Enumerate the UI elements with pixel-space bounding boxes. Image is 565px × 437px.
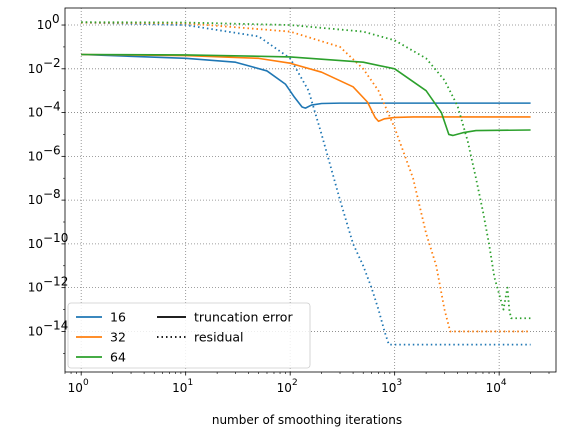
plot-frame — [64, 7, 557, 373]
x-tick-exponent: 0 — [83, 378, 89, 388]
y-tick-exponent: −14 — [43, 318, 68, 332]
series-32-truncation-error-line — [81, 53, 531, 123]
y-tick-exponent: 0 — [52, 12, 60, 26]
x-tick-exponent: 3 — [396, 378, 402, 388]
legend-label-dotted: residual — [194, 330, 244, 345]
series-64-truncation-error-line — [81, 53, 531, 137]
series-16-residual-line — [81, 21, 531, 346]
series-layer — [81, 21, 531, 346]
y-tick-label: 10 — [28, 62, 43, 76]
x-tick-exponent: 4 — [501, 378, 507, 388]
legend-label-64: 64 — [110, 350, 126, 365]
x-tick-label: 101 — [172, 378, 193, 395]
y-tick-exponent: −6 — [43, 143, 61, 157]
x-tick-exponent: 2 — [292, 378, 298, 388]
y-tick-label: 10 — [37, 18, 52, 32]
y-tick-exponent: −10 — [43, 231, 68, 245]
legend-label-32: 32 — [110, 330, 126, 345]
y-tick-label: 10 — [28, 281, 43, 295]
legend: 16 32 64 truncation error residual — [67, 302, 311, 369]
series-16-truncation-error-line — [81, 53, 531, 109]
x-tick-label: 104 — [486, 378, 507, 395]
y-tick-label: 10 — [28, 237, 43, 251]
legend-label-solid: truncation error — [194, 310, 293, 325]
x-tick-label: 102 — [277, 378, 298, 395]
legend-box — [67, 302, 311, 369]
y-tick-label: 10 — [28, 106, 43, 120]
y-tick-exponent: −12 — [43, 275, 68, 289]
x-tick-label: 100 — [68, 378, 89, 395]
y-tick-exponent: −4 — [43, 100, 61, 114]
x-tick-label: 103 — [381, 378, 402, 395]
x-axis-label: number of smoothing iterations — [212, 413, 402, 427]
x-axis: 100 101 102 103 104 — [64, 372, 550, 395]
y-tick-label: 10 — [28, 193, 43, 207]
series-64-residual-line — [81, 21, 531, 320]
series-32-residual-line — [81, 21, 531, 333]
x-tick-exponent: 1 — [187, 378, 193, 388]
legend-label-16: 16 — [110, 310, 126, 325]
y-tick-label: 10 — [28, 149, 43, 163]
y-tick-exponent: −8 — [43, 187, 61, 201]
y-tick-label: 10 — [28, 324, 43, 338]
y-tick-exponent: −2 — [43, 56, 61, 70]
